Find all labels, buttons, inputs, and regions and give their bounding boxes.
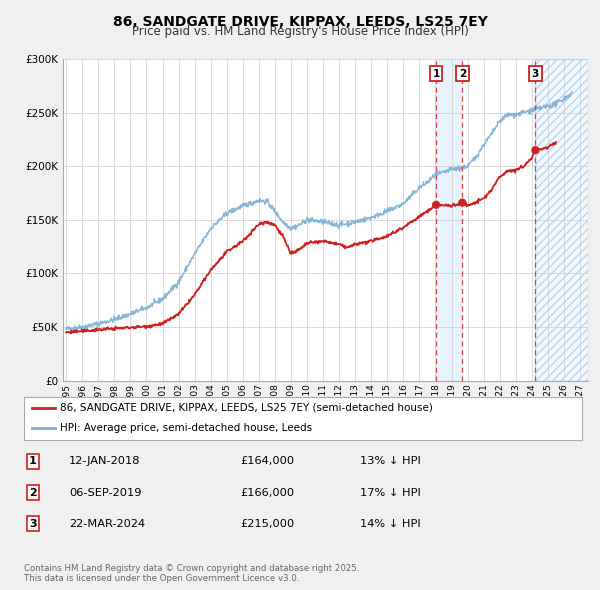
Text: 22-MAR-2024: 22-MAR-2024 [69, 519, 145, 529]
Text: 14% ↓ HPI: 14% ↓ HPI [360, 519, 421, 529]
Bar [535, 59, 588, 381]
Text: £164,000: £164,000 [240, 457, 294, 466]
Bar [535, 59, 588, 381]
Text: 13% ↓ HPI: 13% ↓ HPI [360, 457, 421, 466]
Text: HPI: Average price, semi-detached house, Leeds: HPI: Average price, semi-detached house,… [60, 422, 313, 432]
Text: 06-SEP-2019: 06-SEP-2019 [69, 488, 142, 497]
Text: Contains HM Land Registry data © Crown copyright and database right 2025.
This d: Contains HM Land Registry data © Crown c… [24, 563, 359, 583]
Text: 17% ↓ HPI: 17% ↓ HPI [360, 488, 421, 497]
Text: 86, SANDGATE DRIVE, KIPPAX, LEEDS, LS25 7EY: 86, SANDGATE DRIVE, KIPPAX, LEEDS, LS25 … [113, 15, 487, 29]
Text: 12-JAN-2018: 12-JAN-2018 [69, 457, 140, 466]
Point [431, 200, 441, 209]
Point [530, 145, 540, 155]
Text: £215,000: £215,000 [240, 519, 294, 529]
Text: £166,000: £166,000 [240, 488, 294, 497]
Text: 1: 1 [433, 68, 440, 78]
Text: 3: 3 [532, 68, 539, 78]
Text: Price paid vs. HM Land Registry's House Price Index (HPI): Price paid vs. HM Land Registry's House … [131, 25, 469, 38]
Text: 2: 2 [458, 68, 466, 78]
Bar [436, 59, 462, 381]
Text: 1: 1 [29, 457, 37, 466]
Point [457, 198, 467, 207]
Text: 86, SANDGATE DRIVE, KIPPAX, LEEDS, LS25 7EY (semi-detached house): 86, SANDGATE DRIVE, KIPPAX, LEEDS, LS25 … [60, 403, 433, 412]
Text: 3: 3 [29, 519, 37, 529]
Text: 2: 2 [29, 488, 37, 497]
